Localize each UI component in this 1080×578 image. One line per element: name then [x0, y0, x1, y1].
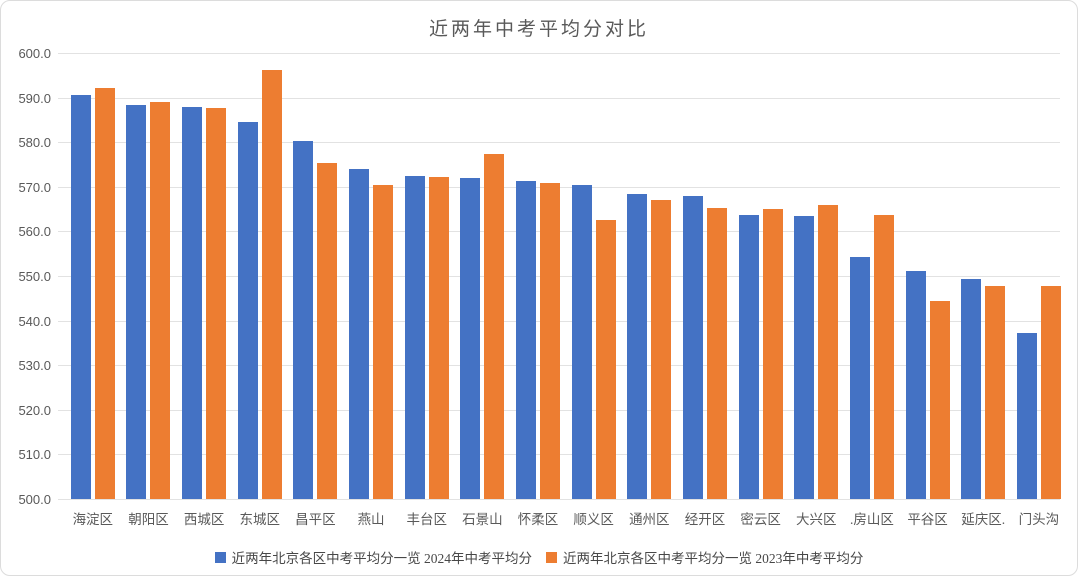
- legend-item-2023: 近两年北京各区中考平均分一览 2023年中考平均分: [546, 547, 863, 567]
- bar-series1-朝阳区: [150, 101, 171, 499]
- y-axis-tick-label: 550.0: [18, 269, 51, 284]
- y-axis-tick-label: 540.0: [18, 313, 51, 329]
- bar-series0-西城区: [182, 106, 203, 499]
- bar-series1-延庆区.: [985, 285, 1006, 499]
- x-axis-label-西城区: 西城区: [183, 512, 225, 527]
- bar-series0-丰台区: [404, 175, 425, 499]
- bar-series1-门头沟: [1040, 286, 1061, 499]
- legend-label-2023: 近两年北京各区中考平均分一览 2023年中考平均分: [563, 551, 864, 566]
- y-axis-tick-label: 520.0: [18, 402, 51, 418]
- gridline: [58, 53, 1060, 54]
- legend-label-2024: 近两年北京各区中考平均分一览 2024年中考平均分: [231, 551, 532, 566]
- x-axis-label-怀柔区: 怀柔区: [517, 512, 559, 527]
- x-axis-label-经开区: 经开区: [684, 512, 726, 527]
- bar-series1-昌平区: [317, 162, 338, 499]
- legend-swatch-2024-icon: [214, 551, 226, 563]
- bar-series0-顺义区: [571, 185, 592, 499]
- gridline: [58, 499, 1060, 500]
- bar-series1-平谷区: [929, 301, 950, 499]
- y-axis-tick-label: 590.0: [18, 90, 51, 106]
- bar-series1-怀柔区: [540, 183, 561, 499]
- legend-swatch-2023-icon: [546, 551, 557, 563]
- bar-series0-密云区: [738, 214, 759, 499]
- gridline: [58, 142, 1060, 144]
- y-axis-tick-label: 600.0: [18, 46, 51, 61]
- legend: 近两年北京各区中考平均分一览 2024年中考平均分 近两年北京各区中考平均分一览…: [1, 547, 1077, 567]
- bar-series1-燕山: [373, 184, 394, 499]
- bar-series0-昌平区: [293, 140, 314, 499]
- x-axis-label-门头沟: 门头沟: [1018, 512, 1060, 527]
- x-axis-label-东城区: 东城区: [239, 512, 281, 527]
- x-axis-label-通州区: 通州区: [629, 512, 670, 527]
- x-axis-label-朝阳区: 朝阳区: [128, 512, 169, 527]
- bar-series0-平谷区: [905, 271, 926, 499]
- y-axis-tick-label: 580.0: [18, 135, 51, 151]
- legend-item-2024: 近两年北京各区中考平均分一览 2024年中考平均分: [214, 547, 532, 567]
- bar-series1-大兴区: [818, 204, 839, 499]
- bar-series1-顺义区: [595, 219, 616, 499]
- bar-series0-经开区: [682, 196, 703, 499]
- x-axis-label-昌平区: 昌平区: [295, 512, 336, 527]
- y-axis-tick-label: 560.0: [18, 224, 51, 240]
- bar-series0-怀柔区: [516, 181, 537, 499]
- bar-series1-东城区: [261, 69, 282, 499]
- bar-series0-门头沟: [1016, 332, 1037, 499]
- x-axis-label-延庆区.: 延庆区.: [961, 512, 1006, 527]
- bar-series0-朝阳区: [126, 104, 147, 499]
- chart-title: 近两年中考平均分对比: [428, 19, 649, 40]
- bar-series1-通州区: [651, 200, 672, 499]
- bar-series0-延庆区.: [961, 279, 982, 499]
- bar-series0-石景山: [460, 178, 481, 499]
- bar-series0-海淀区: [70, 94, 91, 499]
- gridline: [58, 97, 1060, 99]
- x-axis-label-密云区: 密云区: [740, 512, 781, 527]
- plot-area: [58, 53, 1061, 500]
- bar-series1-西城区: [206, 108, 227, 499]
- bar-series1-.房山区: [873, 214, 894, 499]
- x-axis-label-海淀区: 海淀区: [72, 512, 114, 527]
- y-axis-tick-label: 530.0: [18, 358, 51, 374]
- bar-series1-石景山: [484, 153, 505, 499]
- bar-series0-.房山区: [849, 256, 870, 499]
- bar-series0-通州区: [627, 194, 648, 499]
- y-axis-tick-label: 500.0: [18, 492, 51, 507]
- bar-series0-东城区: [237, 122, 258, 499]
- x-axis-label-顺义区: 顺义区: [573, 512, 614, 527]
- bar-series0-大兴区: [794, 216, 815, 499]
- bar-series1-经开区: [706, 208, 727, 499]
- bar-series1-丰台区: [428, 176, 449, 499]
- bar-series0-燕山: [349, 169, 370, 499]
- x-axis-label-燕山: 燕山: [357, 512, 385, 527]
- x-axis-label-石景山: 石景山: [462, 512, 503, 527]
- x-axis-label-.房山区: .房山区: [849, 512, 894, 527]
- x-axis-label-丰台区: 丰台区: [406, 512, 447, 527]
- x-axis-label-平谷区: 平谷区: [907, 512, 948, 527]
- bar-series1-密云区: [762, 209, 783, 499]
- y-axis-tick-label: 510.0: [18, 447, 51, 463]
- x-axis-label-大兴区: 大兴区: [796, 512, 837, 527]
- bar-series1-海淀区: [94, 87, 115, 499]
- y-axis-tick-label: 570.0: [18, 179, 51, 195]
